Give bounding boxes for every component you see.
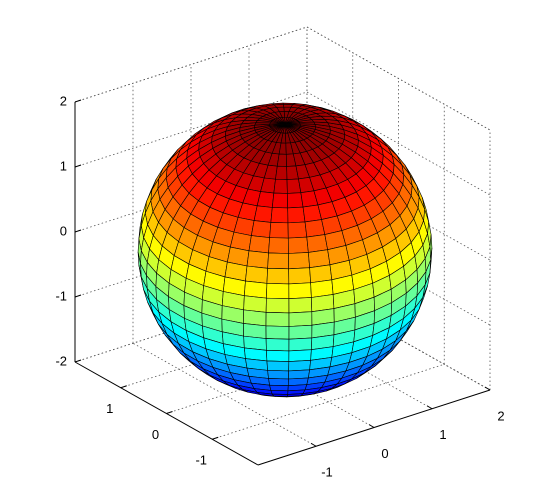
y-tick [212, 436, 219, 440]
x-tick [368, 424, 375, 428]
sphere-face [418, 285, 428, 310]
x-tick-label: 2 [497, 408, 504, 423]
sphere-face [288, 349, 312, 362]
sphere-face [404, 164, 418, 187]
sphere-face [244, 280, 268, 299]
sphere-face [288, 360, 311, 372]
sphere-face [429, 247, 433, 273]
sphere-face [356, 365, 376, 379]
sphere-face [287, 206, 306, 224]
z-tick-label: 1 [60, 158, 67, 173]
x-tick [484, 386, 491, 391]
sphere-face [288, 337, 313, 352]
grid-line [120, 312, 353, 389]
sphere-face [275, 165, 288, 180]
sphere-face [288, 311, 313, 327]
sphere-face [288, 252, 310, 270]
sphere-face [282, 102, 296, 105]
sphere-face [265, 325, 290, 340]
sphere-face [298, 393, 314, 397]
y-tick-label: -1 [195, 453, 207, 468]
sphere-face [399, 320, 415, 342]
grid-line [166, 338, 399, 414]
sphere-face [266, 267, 290, 285]
sphere-face [287, 221, 308, 239]
sphere-face [270, 207, 289, 224]
sphere-face [273, 395, 288, 398]
sphere-face [306, 234, 328, 253]
sphere-face [269, 384, 289, 392]
grid-line [212, 363, 445, 440]
x-tick-label: 1 [439, 427, 446, 442]
sphere-face [380, 138, 398, 156]
sphere-face [265, 297, 290, 314]
x-tick [310, 442, 317, 447]
z-tick [74, 229, 82, 233]
grid-line [306, 26, 491, 131]
sphere-face [288, 324, 313, 340]
sphere-face [265, 338, 290, 352]
x-tick [426, 405, 433, 410]
z-tick-label: 2 [60, 93, 67, 108]
z-tick [74, 359, 82, 363]
sphere-face [266, 283, 290, 300]
sphere-face [251, 220, 272, 238]
sphere-face [268, 378, 289, 386]
sphere-face [243, 295, 267, 313]
grid-line [74, 286, 308, 363]
sphere-face [267, 252, 289, 270]
sphere-face [248, 235, 270, 254]
x-tick-label: 0 [381, 446, 388, 461]
z-tick-label: -2 [55, 353, 67, 368]
z-tick-label: 0 [60, 223, 67, 238]
sphere-face [265, 312, 290, 327]
grid-line [306, 91, 491, 196]
sphere-face [288, 369, 310, 380]
sphere-face [246, 250, 269, 269]
grid-line [74, 91, 308, 168]
sphere-face [288, 267, 311, 285]
x-tick-label: -1 [321, 465, 333, 480]
sphere-face [288, 297, 313, 314]
sphere-face [273, 178, 288, 194]
y-tick [166, 411, 173, 414]
grid-line [74, 156, 308, 233]
sphere-face [374, 350, 393, 367]
sphere [137, 102, 433, 398]
sphere-face [266, 360, 290, 372]
sphere-face [362, 125, 382, 140]
sphere-face [287, 236, 309, 254]
sphere-face [326, 383, 346, 392]
sphere-face [269, 222, 289, 239]
y-tick-label: 0 [152, 427, 159, 442]
sphere-face [245, 265, 268, 284]
sphere-face [271, 192, 288, 209]
sphere-face [268, 237, 289, 254]
y-tick [120, 385, 127, 389]
grid-line [74, 221, 308, 298]
grid-line [74, 26, 308, 103]
sphere-face [266, 350, 290, 362]
y-tick-label: 1 [106, 401, 113, 416]
z-tick [74, 99, 82, 103]
sphere-face [288, 282, 312, 300]
sphere-face [267, 370, 289, 380]
sphere-face [422, 197, 430, 222]
z-tick-label: -1 [55, 288, 67, 303]
sphere-face [305, 104, 323, 109]
z-tick [74, 164, 82, 168]
sphere-face [253, 205, 273, 223]
sphere-face [276, 153, 287, 167]
z-tick [74, 294, 82, 298]
sphere-face [287, 192, 304, 209]
